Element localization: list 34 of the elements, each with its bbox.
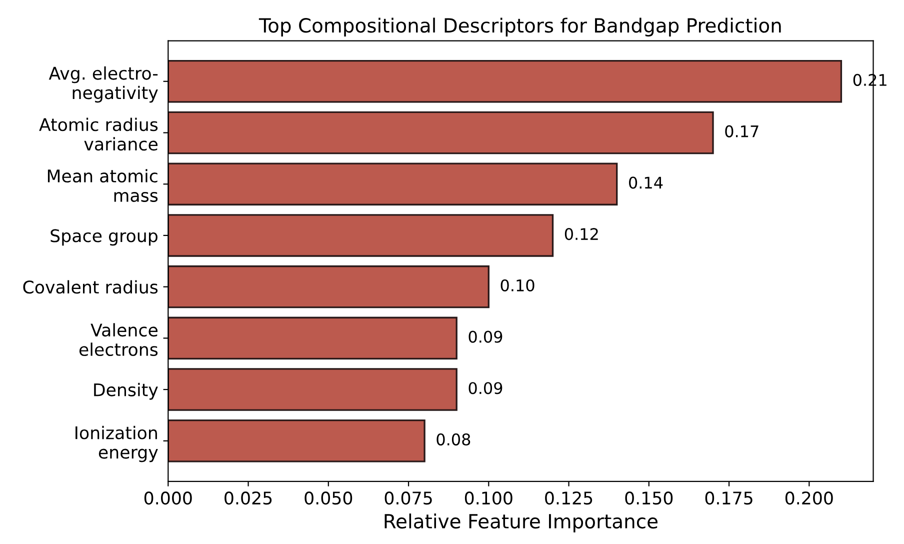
y-tick-label: Density — [94, 382, 158, 400]
x-tick-label: 0.100 — [464, 491, 512, 505]
y-tick-label: Atomic radius variance — [39, 118, 158, 151]
x-tick-label: 0.025 — [224, 491, 272, 505]
data-label: 0.14 — [629, 176, 663, 189]
y-tick-label: Covalent radius — [23, 280, 158, 294]
y-tick-label: Avg. electro- negativity — [48, 66, 158, 103]
chart-title: Top Compositional Descriptors for Bandgap Prediction — [258, 18, 781, 37]
x-tick-label: 0.000 — [144, 491, 192, 505]
bar — [168, 265, 490, 308]
data-label: 0.12 — [564, 228, 598, 240]
bar — [168, 214, 554, 257]
data-label: 0.09 — [468, 382, 502, 394]
data-label: 0.09 — [468, 330, 502, 343]
bar — [168, 162, 618, 206]
bar — [168, 60, 842, 103]
x-tick-label: 0.125 — [545, 491, 592, 505]
data-label: 0.10 — [500, 279, 534, 292]
y-tick-label: Mean atomic mass — [48, 169, 158, 202]
y-tick-label: Space group — [50, 229, 158, 246]
bar — [168, 111, 714, 154]
x-tick-label: 0.050 — [304, 491, 352, 505]
bar — [168, 368, 458, 411]
y-tick-label: Ionization energy — [76, 426, 158, 462]
data-label: 0.17 — [725, 125, 758, 138]
y-tick-label: Valence electrons — [79, 323, 158, 356]
x-tick-label: 0.200 — [785, 491, 833, 505]
x-tick-label: 0.150 — [625, 491, 673, 505]
x-tick-label: 0.175 — [705, 491, 752, 505]
bar — [168, 419, 426, 462]
x-tick-label: 0.075 — [384, 491, 432, 505]
bar — [168, 316, 458, 360]
x-axis-title: Relative Feature Importance — [384, 514, 658, 532]
data-label: 0.08 — [436, 433, 470, 446]
